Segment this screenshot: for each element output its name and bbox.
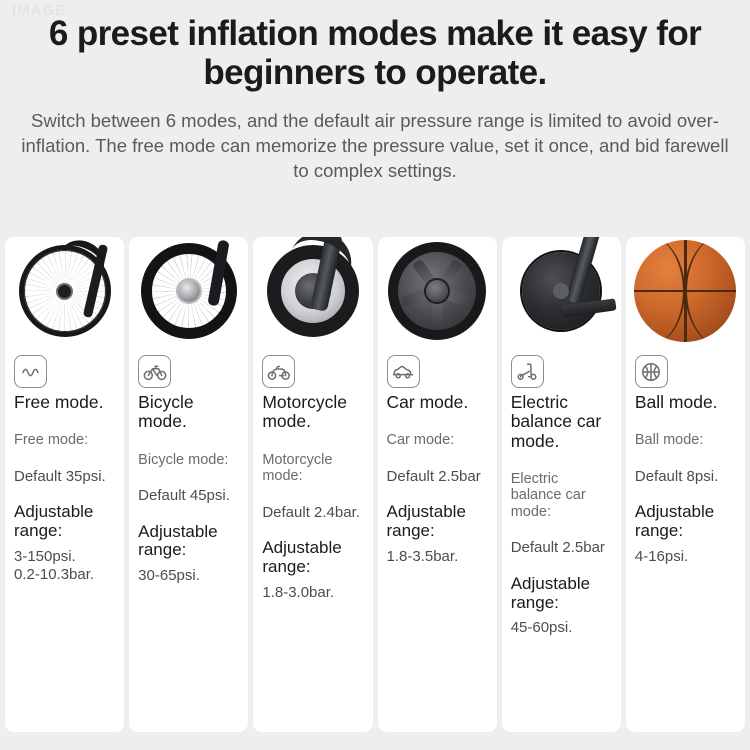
mode-title: Free mode. <box>14 392 104 412</box>
adjustable-range-value: 1.8-3.5bar. <box>386 547 459 565</box>
mode-subtitle: Car mode: <box>386 432 455 449</box>
mode-card-body: Motorcycle mode. Motorcycle mode: Defaul… <box>253 345 372 732</box>
page-headline: 6 preset inflation modes make it easy fo… <box>48 14 702 93</box>
mode-subtitle: Free mode: <box>14 432 89 449</box>
mode-title: Motorcycle mode. <box>262 392 347 432</box>
spacer <box>511 526 612 539</box>
adjustable-range-value: 4-16psi. <box>634 547 689 565</box>
mountain-bike-wheel-photo <box>129 237 249 345</box>
scooter-icon <box>510 355 544 388</box>
basketball-icon <box>634 355 668 388</box>
motorcycle-icon <box>262 355 296 388</box>
mode-card: Motorcycle mode. Motorcycle mode: Defaul… <box>253 237 373 732</box>
spacer <box>138 511 239 523</box>
mode-card: Electric balance car mode. Electric bala… <box>501 237 621 732</box>
default-pressure: Default 45psi. <box>138 487 230 505</box>
default-pressure: Default 8psi. <box>634 467 719 485</box>
car-icon <box>386 355 420 388</box>
mode-card: Free mode. Free mode: Default 35psi. Adj… <box>5 237 125 732</box>
adjustable-range-value: 3-150psi. 0.2-10.3bar. <box>14 547 95 583</box>
mode-card: Bicycle mode. Bicycle mode: Default 45ps… <box>129 237 249 732</box>
adjustable-range-value: 1.8-3.0bar. <box>262 583 335 601</box>
road-bicycle-wheel-photo <box>5 237 125 345</box>
adjustable-range-label: Adjustable range: <box>386 502 466 541</box>
adjustable-range-label: Adjustable range: <box>634 502 715 541</box>
spacer <box>14 418 115 432</box>
page-subhead: Switch between 6 modes, and the default … <box>21 110 729 181</box>
default-pressure: Default 35psi. <box>14 467 106 485</box>
bicycle-icon <box>138 355 172 388</box>
mode-card-list: Free mode. Free mode: Default 35psi. Adj… <box>5 237 746 732</box>
mode-title: Car mode. <box>386 392 469 412</box>
electric-scooter-wheel-photo <box>501 237 621 345</box>
spacer <box>635 418 736 432</box>
mode-card-body: Free mode. Free mode: Default 35psi. Adj… <box>5 345 124 732</box>
mode-card-body: Car mode. Car mode: Default 2.5bar Adjus… <box>378 345 497 732</box>
motorcycle-wheel-photo <box>253 237 373 345</box>
spacer <box>262 491 363 504</box>
spacer <box>635 455 736 468</box>
mode-subtitle: Bicycle mode: <box>138 451 229 468</box>
adjustable-range-label: Adjustable range: <box>510 573 591 612</box>
adjustable-range-value: 45-60psi. <box>510 619 573 637</box>
watermark: IMAGE <box>12 2 67 19</box>
spacer <box>138 438 239 452</box>
spacer <box>14 455 115 468</box>
wave-icon <box>14 355 47 388</box>
mode-card: Car mode. Car mode: Default 2.5bar Adjus… <box>377 237 497 732</box>
car-alloy-wheel-photo <box>377 237 497 345</box>
spacer <box>511 457 612 471</box>
mode-subtitle: Motorcycle mode: <box>262 451 333 485</box>
mode-title: Electric balance car mode. <box>510 392 602 451</box>
default-pressure: Default 2.5bar <box>386 467 481 485</box>
basketball-photo <box>625 237 746 345</box>
adjustable-range-label: Adjustable range: <box>262 538 342 576</box>
mode-title: Ball mode. <box>634 392 718 412</box>
mode-card-body: Electric balance car mode. Electric bala… <box>502 345 621 732</box>
spacer <box>138 474 239 487</box>
mode-card: Ball mode. Ball mode: Default 8psi. Adju… <box>625 237 746 732</box>
spacer <box>262 438 363 452</box>
adjustable-range-label: Adjustable range: <box>138 521 218 560</box>
adjustable-range-value: 30-65psi. <box>138 567 200 585</box>
mode-card-body: Bicycle mode. Bicycle mode: Default 45ps… <box>129 345 248 732</box>
header: 6 preset inflation modes make it easy fo… <box>0 0 750 183</box>
default-pressure: Default 2.5bar <box>510 539 605 557</box>
adjustable-range-label: Adjustable range: <box>14 502 94 541</box>
mode-subtitle: Ball mode: <box>634 432 704 449</box>
mode-title: Bicycle mode. <box>138 392 194 432</box>
spacer <box>387 455 488 468</box>
default-pressure: Default 2.4bar. <box>262 503 360 521</box>
mode-subtitle: Electric balance car mode: <box>510 470 586 520</box>
spacer <box>387 418 488 432</box>
mode-card-body: Ball mode. Ball mode: Default 8psi. Adju… <box>626 345 745 732</box>
